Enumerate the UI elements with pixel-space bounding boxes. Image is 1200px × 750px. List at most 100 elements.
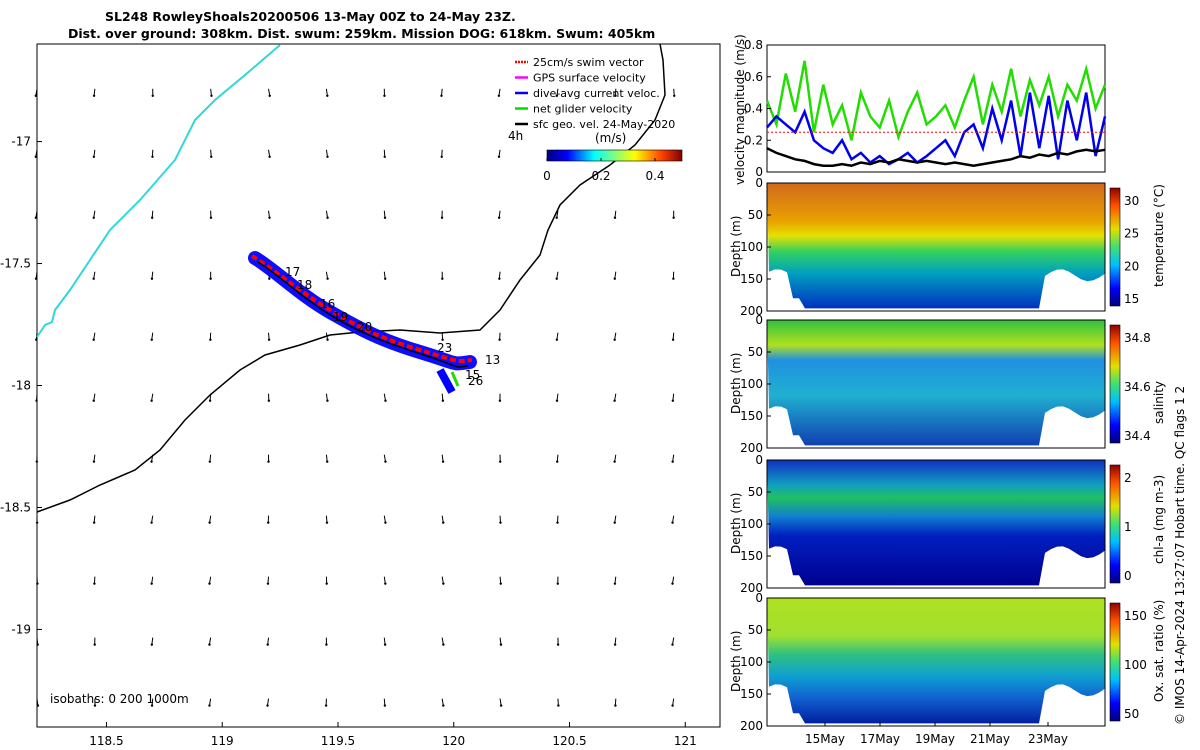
current-arrow-head	[267, 338, 271, 341]
time-tick-label: 23May	[1028, 732, 1068, 746]
map-y-tick-label: -17.5	[0, 257, 31, 271]
map-x-tick-label: 120.5	[552, 734, 586, 748]
current-arrow-head	[267, 460, 270, 463]
depth-tick-label: 200	[740, 719, 763, 733]
current-arrow-head	[671, 460, 674, 463]
oxygen-colorbar	[1109, 602, 1121, 722]
depth-tick-label: 100	[740, 240, 763, 254]
speed-colorbar: 4h (m/s) 0 0.2 0.4	[508, 129, 683, 183]
current-arrow-head	[614, 704, 617, 707]
current-arrow-head	[497, 155, 501, 158]
map-frame	[36, 43, 721, 728]
current-arrow-head	[92, 399, 95, 402]
current-arrow-head	[92, 460, 96, 463]
current-arrow-head	[384, 521, 387, 524]
day-label: 18	[297, 278, 312, 292]
depth-tick-label: 0	[755, 453, 763, 467]
current-arrow-head	[672, 277, 675, 280]
coastline	[36, 44, 281, 338]
colorbar-tick-label: 0	[1124, 569, 1132, 583]
current-arrow-head	[326, 338, 329, 341]
current-arrow-head	[210, 155, 213, 158]
velocity-y-tick-label: 0.2	[744, 133, 763, 147]
current-arrow-head	[497, 216, 501, 219]
current-arrow-head	[92, 277, 95, 280]
current-arrow-head	[35, 460, 39, 463]
legend-label: sfc geo. vel. 24-May-2020	[533, 118, 675, 131]
colorbar-tick-label: 0.4	[645, 169, 664, 183]
depth-label: Depth (m)	[729, 353, 743, 414]
current-arrow-head	[150, 643, 154, 646]
current-arrow-head	[209, 216, 213, 219]
velocity-series-line	[765, 60, 1107, 142]
oxygen-panel: 0 50 100 150 200 Depth (m) 50 100 150 Ox. sat. ra…	[729, 591, 1166, 746]
current-arrow-head	[613, 643, 617, 646]
track-swim-vector	[250, 254, 473, 363]
depth-tick-label: 0	[755, 591, 763, 605]
current-arrow-head	[35, 521, 39, 524]
current-arrow-head	[93, 643, 96, 646]
colorbar-tick-label: 34.6	[1124, 380, 1151, 394]
map-x-tick-label: 119.5	[321, 734, 355, 748]
velocity-y-ticks: 0 0.2 0.4 0.6 0.8	[744, 38, 771, 179]
legend-label: 25cm/s swim vector	[533, 56, 644, 69]
current-arrow-head	[150, 216, 154, 219]
current-arrow-head	[555, 94, 559, 97]
time-tick-label: 15May	[805, 732, 845, 746]
current-arrow-head	[442, 582, 445, 585]
current-arrow-head	[34, 216, 38, 219]
day-label: 19	[333, 310, 348, 324]
colorbar-tick-label: 0.2	[591, 169, 610, 183]
current-arrow-head	[208, 460, 212, 463]
legend-label: net glider velocity	[533, 103, 633, 116]
depth-tick-label: 150	[740, 272, 763, 286]
depth-tick-label: 150	[740, 687, 763, 701]
colorbar-unit: (m/s)	[595, 131, 626, 145]
depth-tick-label: 100	[740, 517, 763, 531]
day-label: 16	[320, 297, 335, 311]
current-arrow-head	[208, 399, 212, 402]
current-arrow-head	[150, 277, 154, 280]
track-net-velocity	[450, 371, 460, 387]
velocity-series	[765, 60, 1107, 167]
current-arrow-head	[383, 643, 387, 646]
map-y-tick-label: -17	[11, 135, 31, 149]
temperature-colorbar	[1109, 187, 1121, 307]
colorbar-tick-label: 50	[1124, 707, 1139, 721]
current-arrow-head	[613, 277, 616, 280]
current-arrow-head	[499, 643, 503, 646]
colorbar-tick-label: 20	[1124, 259, 1139, 273]
day-label: 15	[465, 368, 480, 382]
velocity-series-line	[766, 147, 1106, 167]
map-y-ticks: -17 -17.5 -18 -18.5 -19	[0, 135, 42, 636]
salinity-panel: 0 50 100 150 200 Depth (m) 34.4 34.6 34.8 salinit…	[729, 313, 1166, 455]
track-centerline	[257, 261, 469, 368]
current-arrow-head	[326, 155, 329, 158]
current-arrow-head	[555, 338, 559, 341]
current-arrow-head	[498, 338, 501, 341]
map-y-tick-label: -18	[11, 379, 31, 393]
current-arrow-head	[442, 704, 445, 707]
current-arrow-head	[151, 155, 154, 158]
velocity-series-line	[766, 92, 1107, 166]
current-arrow-head	[556, 521, 559, 524]
current-arrow-head	[34, 277, 38, 280]
depth-tick-label: 200	[740, 441, 763, 455]
current-arrow-head	[326, 277, 329, 280]
time-tick-label: 21May	[970, 732, 1010, 746]
current-arrow-head	[671, 582, 674, 585]
map-x-ticks: 118.5 119 119.5 120 120.5 121	[89, 722, 697, 748]
current-arrow-head	[36, 582, 39, 585]
current-arrow-head	[36, 643, 39, 646]
current-arrow-head	[324, 704, 328, 707]
depth-tick-label: 150	[740, 409, 763, 423]
salinity-colorbar	[1109, 324, 1121, 444]
current-arrow-head	[441, 338, 444, 341]
map-x-tick-label: 120	[442, 734, 465, 748]
colorbar-gradient	[546, 149, 683, 162]
colorbar-ticks: 0 0.2 0.4	[543, 158, 665, 183]
credit-text: © IMOS 14-Apr-2024 13:27:07 Hobart time.…	[1173, 386, 1187, 725]
scale-note: 4h	[508, 129, 523, 143]
